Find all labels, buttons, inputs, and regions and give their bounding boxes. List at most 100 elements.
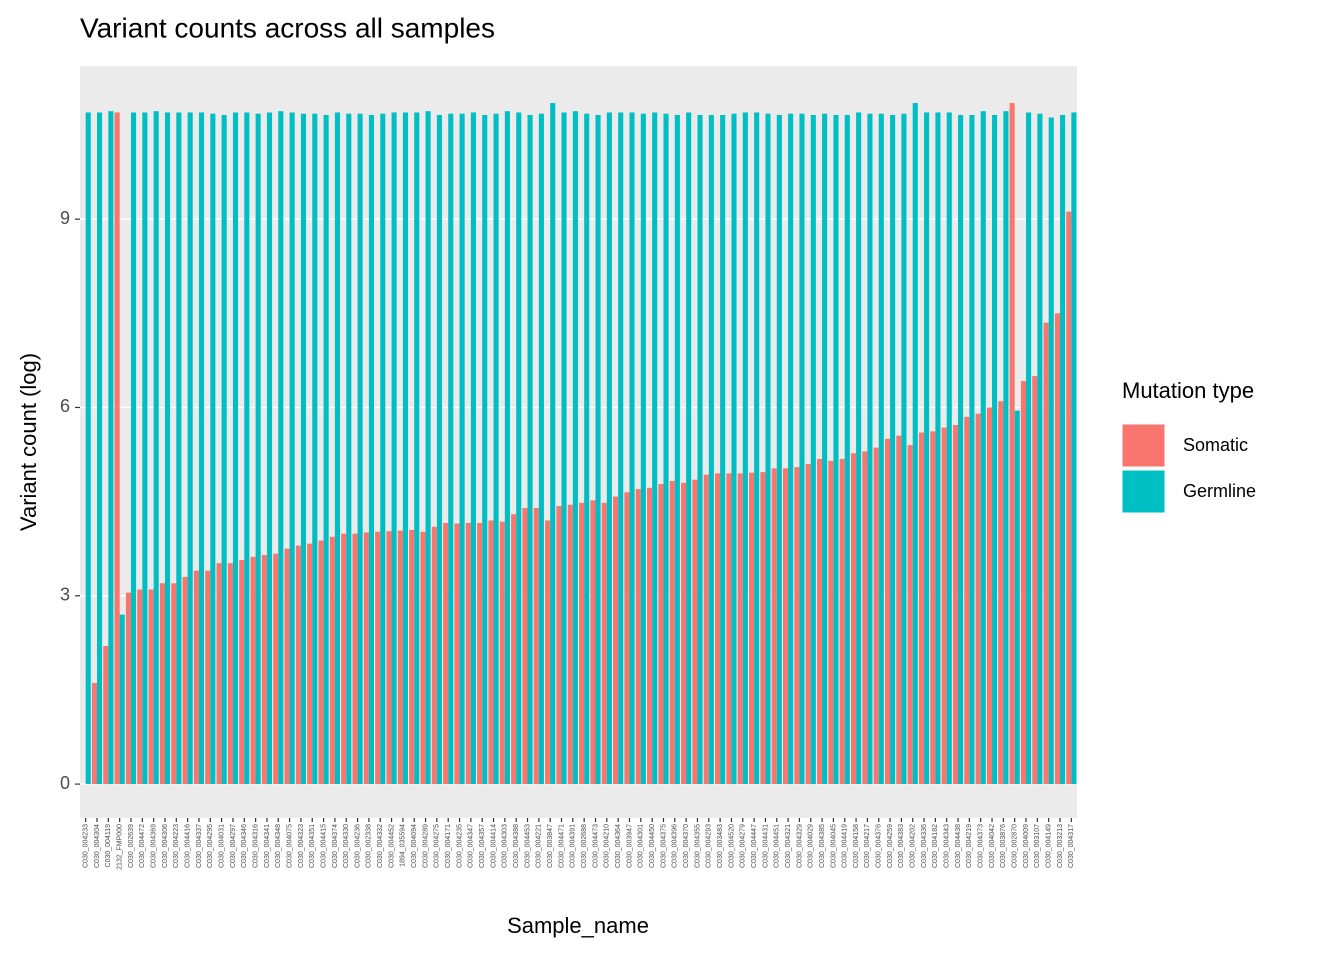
bar <box>334 112 341 785</box>
bar <box>896 435 902 785</box>
bar <box>504 111 510 785</box>
x-tick-label: C030_002688 <box>581 824 588 868</box>
x-tick-label: C030_004075 <box>286 824 293 868</box>
x-tick-label: C030_004447 <box>751 824 758 868</box>
bar <box>765 113 771 785</box>
x-tick-label: C030_004452 <box>388 824 395 868</box>
bar <box>692 479 698 785</box>
x-tick-label: C030_004236 <box>354 824 361 868</box>
x-tick-label: C030_004431 <box>762 824 769 868</box>
bar <box>980 111 986 785</box>
x-tick-label: C030_004391 <box>570 824 577 868</box>
x-tick-label: C030_004471 <box>558 824 565 868</box>
bar <box>545 520 551 785</box>
x-tick-label: C030_004297 <box>230 824 237 868</box>
bar <box>244 112 250 785</box>
bar <box>448 113 454 785</box>
x-tick-label: C030_004259 <box>887 824 894 868</box>
x-tick-label: C030_004316 <box>252 824 259 868</box>
bar <box>300 113 307 785</box>
bar <box>856 112 862 785</box>
bar <box>227 563 233 785</box>
x-tick-label: C030_004149 <box>1046 824 1053 868</box>
bar <box>522 507 528 785</box>
bar <box>182 576 188 785</box>
bar <box>749 472 755 785</box>
bar <box>477 522 483 785</box>
bar <box>629 112 635 785</box>
bar <box>499 521 505 785</box>
bar <box>964 416 970 785</box>
bar <box>533 507 539 785</box>
bar <box>205 570 211 785</box>
bar <box>822 113 828 785</box>
bar <box>341 533 347 785</box>
x-tick-label: C030_004348 <box>275 824 282 868</box>
x-tick-label: C030_004293 <box>706 824 713 868</box>
bar <box>96 112 103 785</box>
x-tick-label: C030_004450 <box>649 824 656 868</box>
bar <box>187 112 193 785</box>
bar <box>261 554 267 785</box>
x-tick-label: C030_004029 <box>808 824 815 868</box>
bar <box>312 113 318 785</box>
bar <box>346 113 352 785</box>
x-tick-label: C030_003847 <box>547 824 554 868</box>
bar <box>85 112 91 785</box>
y-tick-label: 9 <box>60 208 70 228</box>
bar <box>788 113 794 785</box>
bar <box>930 431 936 785</box>
x-tick-label: C030_004202 <box>910 824 917 868</box>
y-axis-title: Variant count (log) <box>16 353 41 531</box>
x-tick-label: C030_004233 <box>83 824 90 868</box>
bar <box>556 506 562 785</box>
bar <box>142 112 148 785</box>
bar <box>918 432 925 785</box>
bar <box>850 453 857 785</box>
bar <box>992 114 998 785</box>
x-tick-label: C030_004383 <box>898 824 905 868</box>
bar <box>470 112 476 785</box>
x-tick-label: C030_004343 <box>944 824 951 868</box>
bar <box>363 532 369 785</box>
bar <box>289 112 295 785</box>
bar <box>284 548 290 785</box>
bar <box>323 114 329 785</box>
bar <box>890 114 896 785</box>
bar <box>273 553 279 785</box>
x-tick-label: C030_004306 <box>162 824 169 868</box>
bar <box>901 113 907 785</box>
x-tick-label: C030_004415 <box>320 824 327 868</box>
bar <box>998 401 1004 785</box>
x-tick-label: C030_004396 <box>672 824 679 868</box>
x-tick-label: C030_004094 <box>411 824 418 868</box>
bar <box>1054 313 1061 785</box>
bar <box>816 458 823 785</box>
bar <box>409 529 415 785</box>
chart-title: Variant counts across all samples <box>80 12 495 43</box>
bar <box>878 113 884 785</box>
bar <box>278 111 284 785</box>
x-tick-label: C030_004373 <box>978 824 985 868</box>
bar <box>674 114 680 785</box>
bar <box>1066 211 1072 785</box>
x-tick-label: 2132_FMP000 <box>116 824 123 870</box>
bar <box>210 113 216 785</box>
x-tick-label: C030_004329 <box>796 824 803 868</box>
bar <box>1037 113 1043 785</box>
bar <box>924 112 930 785</box>
x-tick-label: C030_004279 <box>740 824 747 868</box>
bar <box>295 545 301 785</box>
bar <box>368 114 375 785</box>
x-tick-label: C030_003483 <box>717 824 724 868</box>
x-tick-label: C030_004009 <box>1023 824 1030 868</box>
x-tick-label: C030_004223 <box>173 824 180 868</box>
bar <box>737 473 743 785</box>
bar <box>1003 111 1009 785</box>
bar <box>436 114 442 785</box>
bar <box>391 112 397 785</box>
x-tick-label: C030_004045 <box>830 824 837 868</box>
bar <box>606 112 612 785</box>
bar <box>488 520 494 785</box>
